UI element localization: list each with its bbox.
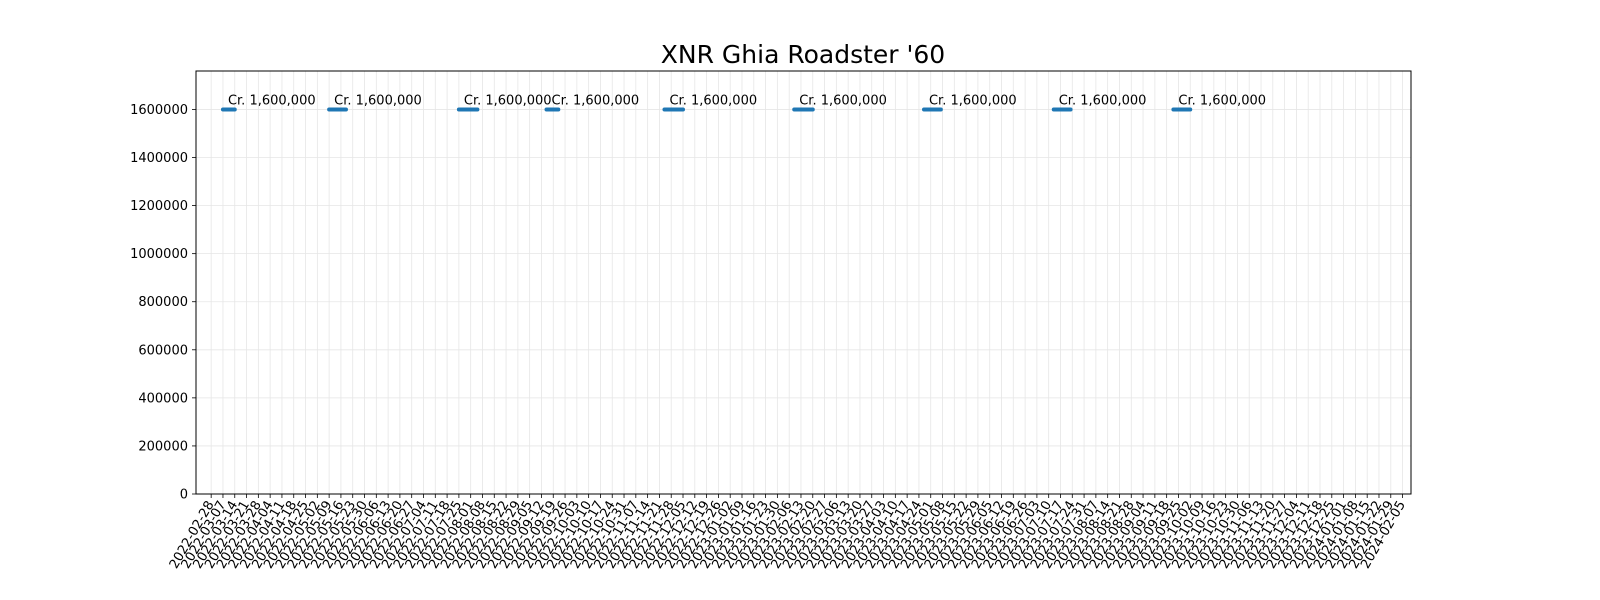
data-label: Cr. 1,600,000 bbox=[552, 93, 640, 108]
data-label: Cr. 1,600,000 bbox=[228, 93, 316, 108]
chart-title: XNR Ghia Roadster '60 bbox=[661, 40, 945, 69]
data-label: Cr. 1,600,000 bbox=[929, 93, 1017, 108]
y-tick-label: 1400000 bbox=[130, 151, 188, 166]
data-labels: Cr. 1,600,000 Cr. 1,600,000 Cr. 1,600,000 C… bbox=[228, 93, 1266, 108]
plot-frame bbox=[195, 70, 1412, 495]
data-label: Cr. 1,600,000 bbox=[1178, 93, 1266, 108]
y-tick-label: 1600000 bbox=[130, 103, 188, 118]
y-tick-label: 600000 bbox=[138, 343, 188, 358]
data-label: Cr. 1,600,000 bbox=[334, 93, 422, 108]
data-label: Cr. 1,600,000 bbox=[464, 93, 552, 108]
data-label: Cr. 1,600,000 bbox=[799, 93, 887, 108]
y-tick-label: 400000 bbox=[138, 391, 188, 406]
data-label: Cr. 1,600,000 bbox=[1059, 93, 1147, 108]
y-tick-label: 1000000 bbox=[130, 247, 188, 262]
y-tick-label: 1200000 bbox=[130, 199, 188, 214]
y-tick-label: 800000 bbox=[138, 295, 188, 310]
y-axis: 0 200000 400000 600000 800000 1000000 1200000 1… bbox=[130, 103, 196, 503]
y-tick-label: 0 bbox=[180, 488, 188, 503]
y-tick-label: 200000 bbox=[138, 439, 188, 454]
x-axis: 2022-02-282022-03-072022-03-142022-03-21… bbox=[167, 494, 1409, 571]
data-label: Cr. 1,600,000 bbox=[669, 93, 757, 108]
grid bbox=[196, 71, 1411, 495]
